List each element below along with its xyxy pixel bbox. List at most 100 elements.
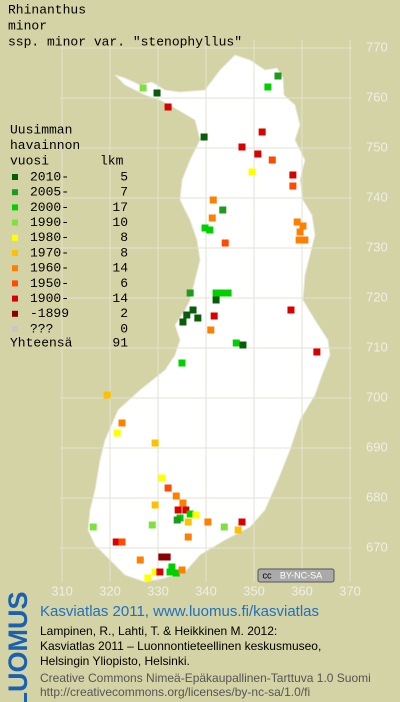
finland-outline: [87, 54, 331, 583]
record-square: [208, 214, 216, 222]
record-square: [184, 518, 192, 526]
y-tick-label: 670: [366, 539, 388, 554]
record-square: [258, 128, 266, 136]
record-square: [118, 419, 126, 427]
title-line: Rhinanthus: [8, 2, 86, 17]
legend-swatch: [12, 234, 18, 241]
badge-text: BY-NC-SA: [280, 570, 322, 580]
legend-count: 8: [120, 230, 128, 245]
legend-label: 1960-: [30, 261, 69, 276]
legend-label: -1899: [30, 306, 69, 321]
record-square: [163, 553, 171, 561]
x-tick-label: 320: [99, 583, 121, 598]
record-square: [174, 506, 182, 514]
legend-swatch: [12, 189, 18, 196]
record-square: [179, 499, 187, 507]
record-square: [248, 168, 256, 176]
legend-heading: vuosi: [10, 153, 49, 168]
record-square: [238, 518, 246, 526]
title-line: minor: [8, 18, 47, 33]
legend-swatch: [12, 326, 18, 332]
y-tick-label: 740: [366, 189, 388, 204]
record-square: [295, 236, 303, 244]
record-square: [153, 89, 161, 97]
legend-count: 17: [112, 200, 128, 215]
record-square: [206, 226, 214, 234]
record-square: [168, 563, 176, 571]
legend-label: 1990-: [30, 215, 69, 230]
citation-line: Kasviatlas 2011 – Luonnontieteellinen ke…: [40, 639, 321, 653]
badge-box: [257, 568, 335, 583]
legend-count: 14: [112, 261, 128, 276]
record-square: [192, 511, 200, 519]
y-tick-label: 720: [366, 289, 388, 304]
record-square: [164, 484, 172, 492]
y-tick-label: 680: [366, 489, 388, 504]
record-square: [200, 133, 208, 141]
record-square: [209, 196, 217, 204]
legend-label: ???: [30, 321, 53, 336]
record-square: [313, 348, 321, 356]
legend-count: 5: [120, 169, 128, 184]
record-square: [207, 326, 215, 334]
side-logo: LUOMUS: [3, 592, 33, 702]
record-square: [201, 224, 209, 232]
record-square: [172, 492, 180, 500]
license-line: Creative Commons Nimeä-Epäkaupallinen-Ta…: [40, 671, 371, 685]
legend-swatch: [12, 219, 18, 226]
x-tick-label: 360: [291, 583, 313, 598]
legend-label: 2000-: [30, 200, 69, 215]
record-square: [112, 538, 120, 546]
legend-count: 0: [120, 321, 128, 336]
y-tick-label: 730: [366, 239, 388, 254]
record-square: [151, 501, 159, 509]
record-square: [148, 521, 156, 529]
legend-count: 10: [112, 215, 128, 230]
record-square: [238, 143, 246, 151]
legend-total: 91: [112, 335, 128, 350]
record-square: [254, 150, 262, 158]
record-square: [179, 318, 187, 326]
record-square: [158, 553, 166, 561]
record-square: [239, 341, 247, 349]
y-tick-label: 750: [366, 139, 388, 154]
legend-label: 2005-: [30, 185, 69, 200]
record-square: [264, 83, 272, 91]
record-square: [151, 439, 159, 447]
record-square: [299, 222, 307, 230]
record-square: [89, 523, 97, 531]
record-square: [144, 574, 152, 582]
license-line: http://creativecommons.org/licenses/by-n…: [40, 685, 310, 699]
record-square: [184, 533, 192, 541]
record-square: [212, 296, 220, 304]
title-line: ssp. minor var. "stenophyllus": [8, 34, 242, 49]
record-square: [118, 538, 126, 546]
record-square: [178, 566, 186, 574]
record-square: [103, 391, 111, 399]
legend-count: 7: [120, 185, 128, 200]
record-square: [183, 311, 191, 319]
record-square: [219, 206, 227, 214]
legend-label: 1900-: [30, 291, 69, 306]
legend-count-heading: lkm: [100, 153, 124, 168]
record-square: [156, 568, 164, 576]
record-square: [274, 72, 282, 80]
record-square: [268, 156, 276, 164]
legend-label: 1950-: [30, 276, 69, 291]
citation-line: Lampinen, R., Lahti, T. & Heikkinen M. 2…: [40, 624, 277, 638]
record-square: [136, 556, 144, 564]
y-tick-label: 760: [366, 89, 388, 104]
x-tick-label: 350: [243, 583, 265, 598]
x-tick-label: 310: [51, 583, 73, 598]
badge-icon: cc: [263, 570, 273, 580]
record-square: [113, 429, 121, 437]
record-square: [234, 526, 242, 534]
legend-heading: havainnon: [10, 138, 80, 153]
record-square: [287, 306, 295, 314]
record-square: [296, 228, 304, 236]
record-square: [204, 518, 212, 526]
x-tick-label: 330: [147, 583, 169, 598]
legend-count: 14: [112, 291, 128, 306]
